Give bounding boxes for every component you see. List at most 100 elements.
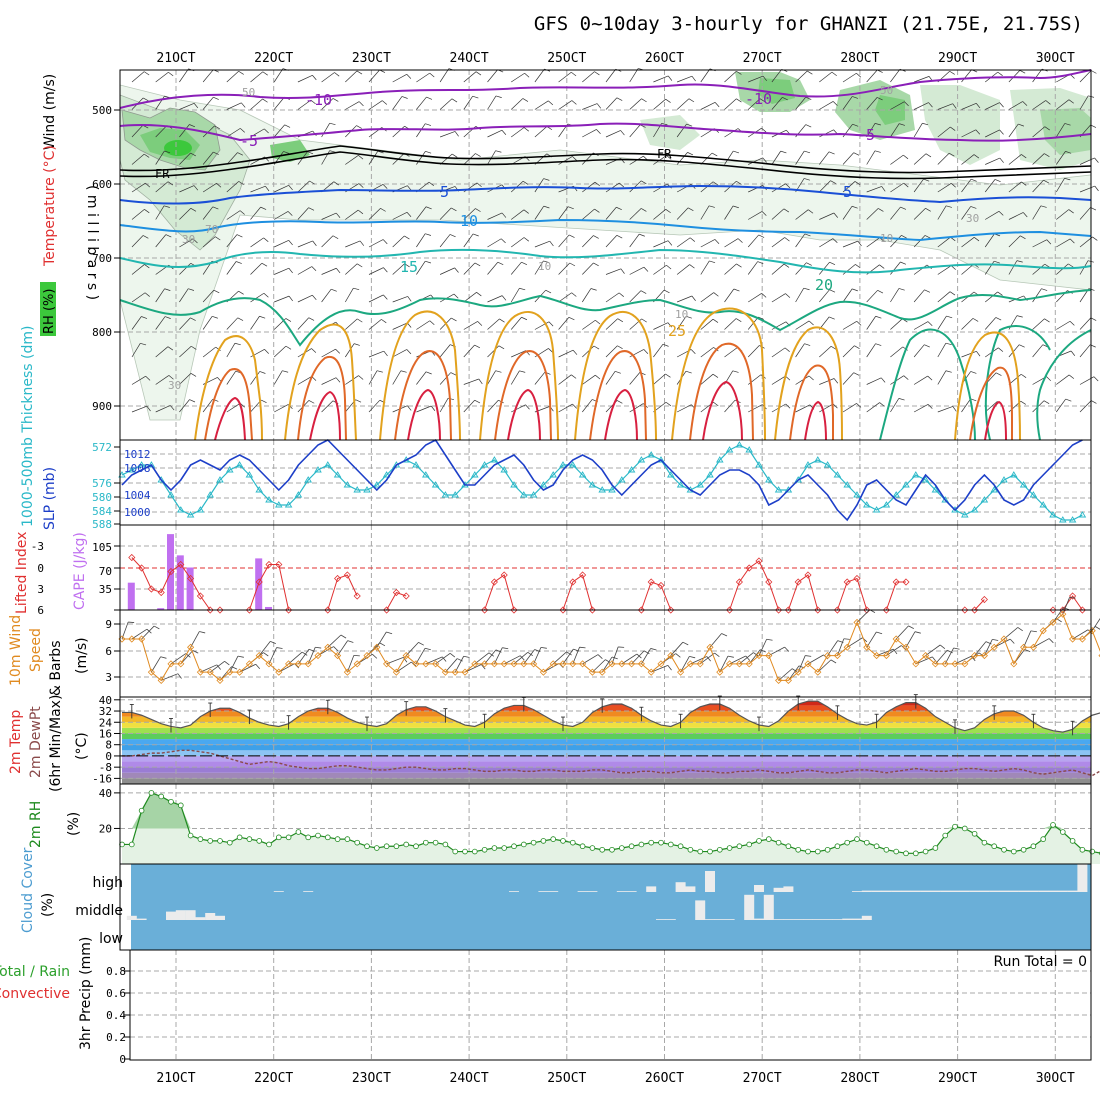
thickness-marker xyxy=(657,456,665,463)
thickness-marker xyxy=(637,456,646,463)
wind-barb-flag xyxy=(1022,101,1028,106)
wind-marker xyxy=(765,652,773,660)
wind-barb xyxy=(534,205,545,220)
li-line xyxy=(386,591,407,611)
thickness-marker xyxy=(490,456,499,463)
wind10m-barb xyxy=(464,664,482,673)
wind-barb xyxy=(392,296,408,303)
wind-barb xyxy=(558,374,572,385)
thickness-marker xyxy=(1039,501,1047,508)
wind-barb xyxy=(748,293,762,303)
li-marker xyxy=(882,606,890,614)
bottom-date-label: 29OCT xyxy=(938,1071,977,1086)
wind-barb xyxy=(202,151,214,165)
wind-barb xyxy=(890,123,900,138)
wind-marker xyxy=(206,668,214,676)
thickness-marker xyxy=(471,471,479,478)
wind10m-barb xyxy=(239,663,256,673)
top-date-label: 23OCT xyxy=(352,51,391,66)
thickness-marker xyxy=(823,461,832,468)
wind-marker xyxy=(1020,643,1028,651)
wind10m-barb-flag xyxy=(766,638,773,641)
wind-barb xyxy=(748,75,764,83)
wind10m-barb xyxy=(386,657,404,665)
isotherm-minus-5 xyxy=(119,122,1092,142)
wind-marker xyxy=(833,652,841,660)
wind-barb xyxy=(274,295,290,303)
wind-barb xyxy=(439,397,449,413)
isotherm-35 xyxy=(309,390,341,441)
wind-barb-flag xyxy=(666,155,672,160)
wind-barb xyxy=(771,347,786,358)
wind-barb-flag xyxy=(404,263,410,268)
wind-barb xyxy=(155,150,165,165)
isotherm-35 xyxy=(407,388,441,441)
wind10m-barb-flag xyxy=(463,655,470,658)
wind-barb xyxy=(795,375,810,385)
wind-axis: 963 xyxy=(105,618,120,684)
wind-barb-flag xyxy=(667,240,673,246)
wind10m-barb xyxy=(582,654,599,665)
wind-barb xyxy=(842,320,857,330)
wind-barb xyxy=(345,240,361,248)
wind-barb xyxy=(226,317,238,330)
wind-barb-flag xyxy=(1092,236,1098,241)
li-marker xyxy=(755,557,763,565)
wind10m-barb xyxy=(121,621,129,640)
wind-barb xyxy=(961,206,971,220)
wind-barb xyxy=(913,375,928,385)
wind-barb-flag xyxy=(856,403,862,408)
wind-marker xyxy=(696,660,704,668)
wind-barb xyxy=(984,317,997,330)
wind-barb xyxy=(819,151,830,165)
wind-barb xyxy=(368,100,383,110)
slp-tick-label: 1000 xyxy=(124,506,151,519)
wind-barb xyxy=(179,399,190,413)
cloud-high-bar xyxy=(950,890,960,892)
wind-marker xyxy=(530,660,538,668)
wind-barb xyxy=(961,129,976,138)
wind-barb-flag xyxy=(283,151,290,154)
rh-marker xyxy=(609,846,615,853)
wind10m-barb-flag xyxy=(424,647,431,651)
rh-marker xyxy=(207,838,214,844)
wind-barb-flag xyxy=(829,261,836,265)
wind-barb xyxy=(416,96,427,110)
cloud-middle-bar xyxy=(166,911,176,920)
wind-barb xyxy=(487,129,503,138)
li-marker xyxy=(343,571,351,579)
wind-marker xyxy=(275,668,283,676)
wind-barb-flag xyxy=(140,342,147,346)
wind-barb-flag xyxy=(874,150,881,153)
wind-barb xyxy=(321,235,334,248)
wind-barb-flag xyxy=(927,321,933,327)
isotherm-25 xyxy=(284,323,357,441)
wind-barb-flag xyxy=(665,98,671,103)
wind-barb-flag xyxy=(284,124,291,128)
cloud-high-bar xyxy=(705,871,715,892)
wind10m-barb-flag xyxy=(784,646,790,652)
wind10m-barb xyxy=(347,655,355,673)
label-rh10b: 10 xyxy=(538,260,551,273)
wind10m-barb-flag xyxy=(237,655,244,658)
wind-barb-flag xyxy=(425,206,432,210)
wind-barb-flag xyxy=(903,154,909,160)
label-rh70: 70 xyxy=(205,223,218,236)
wind-barb-flag xyxy=(406,212,412,217)
wind-barb xyxy=(273,124,285,138)
rh-marker xyxy=(922,848,929,855)
thickness-marker xyxy=(1059,516,1067,523)
bottom-date-label: 24OCT xyxy=(450,1071,489,1086)
wind-barb-flag xyxy=(997,71,1003,76)
li-marker xyxy=(588,606,596,614)
wind-barb xyxy=(582,181,596,193)
axis-tick-label: -3 xyxy=(31,540,44,553)
li-marker xyxy=(245,606,253,614)
cloud-high-bar xyxy=(1028,890,1039,892)
wind-barb-flag xyxy=(685,370,692,374)
axis-tick-label: 6 xyxy=(37,604,44,617)
thickness-marker xyxy=(970,506,979,513)
wind10m-barb xyxy=(523,649,535,665)
